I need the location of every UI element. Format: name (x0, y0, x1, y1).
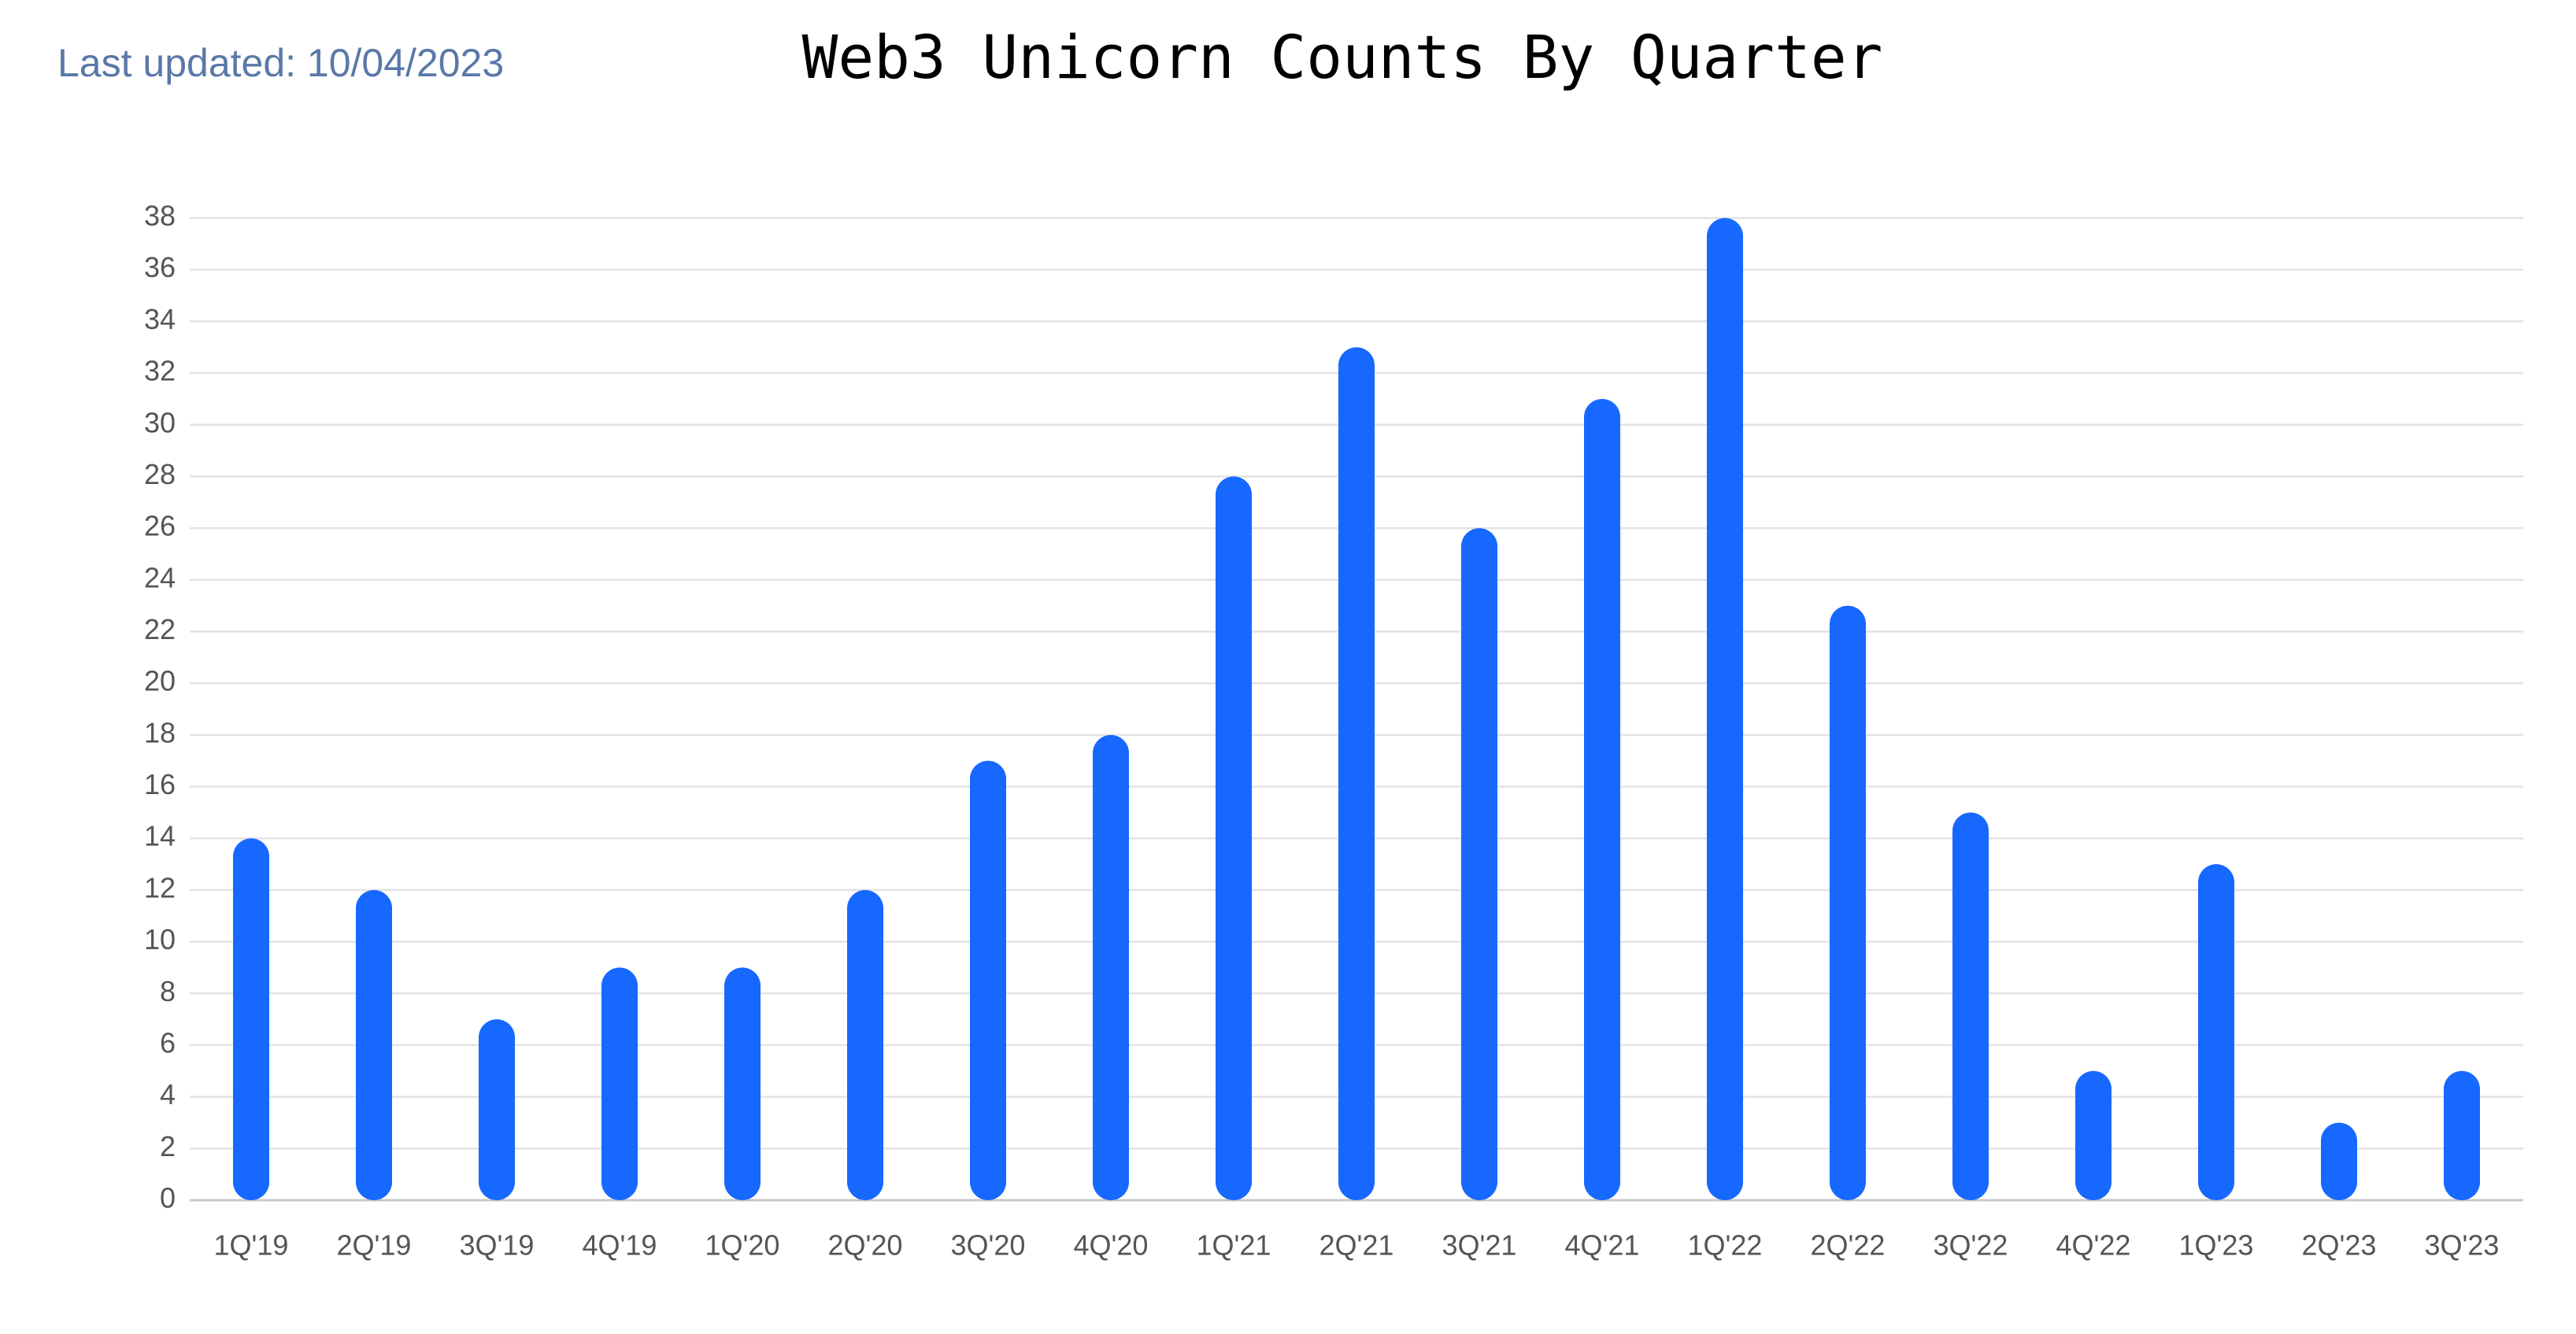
y-tick-label: 8 (160, 975, 176, 1007)
y-tick-label: 38 (144, 200, 176, 232)
y-tick-label: 24 (144, 561, 176, 593)
y-tick-label: 18 (144, 716, 176, 748)
x-tick-label: 1Q'20 (705, 1229, 780, 1262)
y-tick-label: 16 (144, 768, 176, 800)
x-tick-label: 2Q'22 (1811, 1229, 1886, 1262)
bar (2075, 1070, 2112, 1200)
bar (479, 1019, 515, 1200)
bar (601, 967, 638, 1200)
y-tick-label: 0 (160, 1182, 176, 1214)
bar (1584, 398, 1620, 1200)
x-tick-label: 2Q'23 (2302, 1229, 2377, 1262)
x-tick-label: 2Q'21 (1319, 1229, 1394, 1262)
bar (1338, 347, 1375, 1200)
y-tick-label: 6 (160, 1026, 176, 1059)
bar (970, 760, 1006, 1200)
bar (2444, 1070, 2480, 1200)
y-tick-label: 36 (144, 251, 176, 283)
bar (1216, 476, 1252, 1200)
x-tick-label: 3Q'21 (1442, 1229, 1517, 1262)
bar (356, 889, 392, 1200)
y-tick-label: 12 (144, 871, 176, 903)
x-tick-label: 2Q'20 (828, 1229, 903, 1262)
bar (1461, 528, 1497, 1200)
bar (847, 889, 883, 1200)
y-tick-label: 4 (160, 1078, 176, 1110)
chart-title: Web3 Unicorn Counts By Quarter (802, 22, 1883, 92)
y-tick-label: 26 (144, 510, 176, 542)
x-tick-label: 3Q'19 (460, 1229, 535, 1262)
x-tick-label: 1Q'22 (1688, 1229, 1763, 1262)
bar (1093, 734, 1129, 1200)
bar (1952, 812, 1989, 1200)
bar (1830, 605, 1866, 1200)
x-tick-label: 4Q'22 (2056, 1229, 2131, 1262)
y-tick-label: 20 (144, 665, 176, 697)
bar (1707, 218, 1743, 1200)
x-tick-label: 1Q'23 (2179, 1229, 2254, 1262)
y-tick-label: 34 (144, 303, 176, 335)
x-tick-label: 3Q'20 (951, 1229, 1026, 1262)
last-updated: Last updated: 10/04/2023 (57, 41, 504, 85)
y-tick-label: 28 (144, 458, 176, 490)
x-tick-label: 1Q'21 (1197, 1229, 1271, 1262)
x-tick-label: 4Q'21 (1565, 1229, 1640, 1262)
y-tick-label: 30 (144, 406, 176, 438)
x-tick-label: 1Q'19 (214, 1229, 289, 1262)
bar (2198, 864, 2234, 1200)
x-tick-label: 2Q'19 (337, 1229, 412, 1262)
x-tick-label: 3Q'23 (2425, 1229, 2500, 1262)
y-tick-label: 10 (144, 923, 176, 955)
bar (724, 967, 761, 1200)
y-tick-label: 2 (160, 1130, 176, 1162)
x-tick-label: 4Q'20 (1074, 1229, 1149, 1262)
y-tick-label: 14 (144, 820, 176, 852)
x-tick-label: 4Q'19 (583, 1229, 657, 1262)
x-tick-label: 3Q'22 (1934, 1229, 2008, 1262)
y-tick-label: 32 (144, 355, 176, 387)
bar (2321, 1122, 2357, 1200)
bar (233, 838, 269, 1200)
y-tick-label: 22 (144, 613, 176, 645)
